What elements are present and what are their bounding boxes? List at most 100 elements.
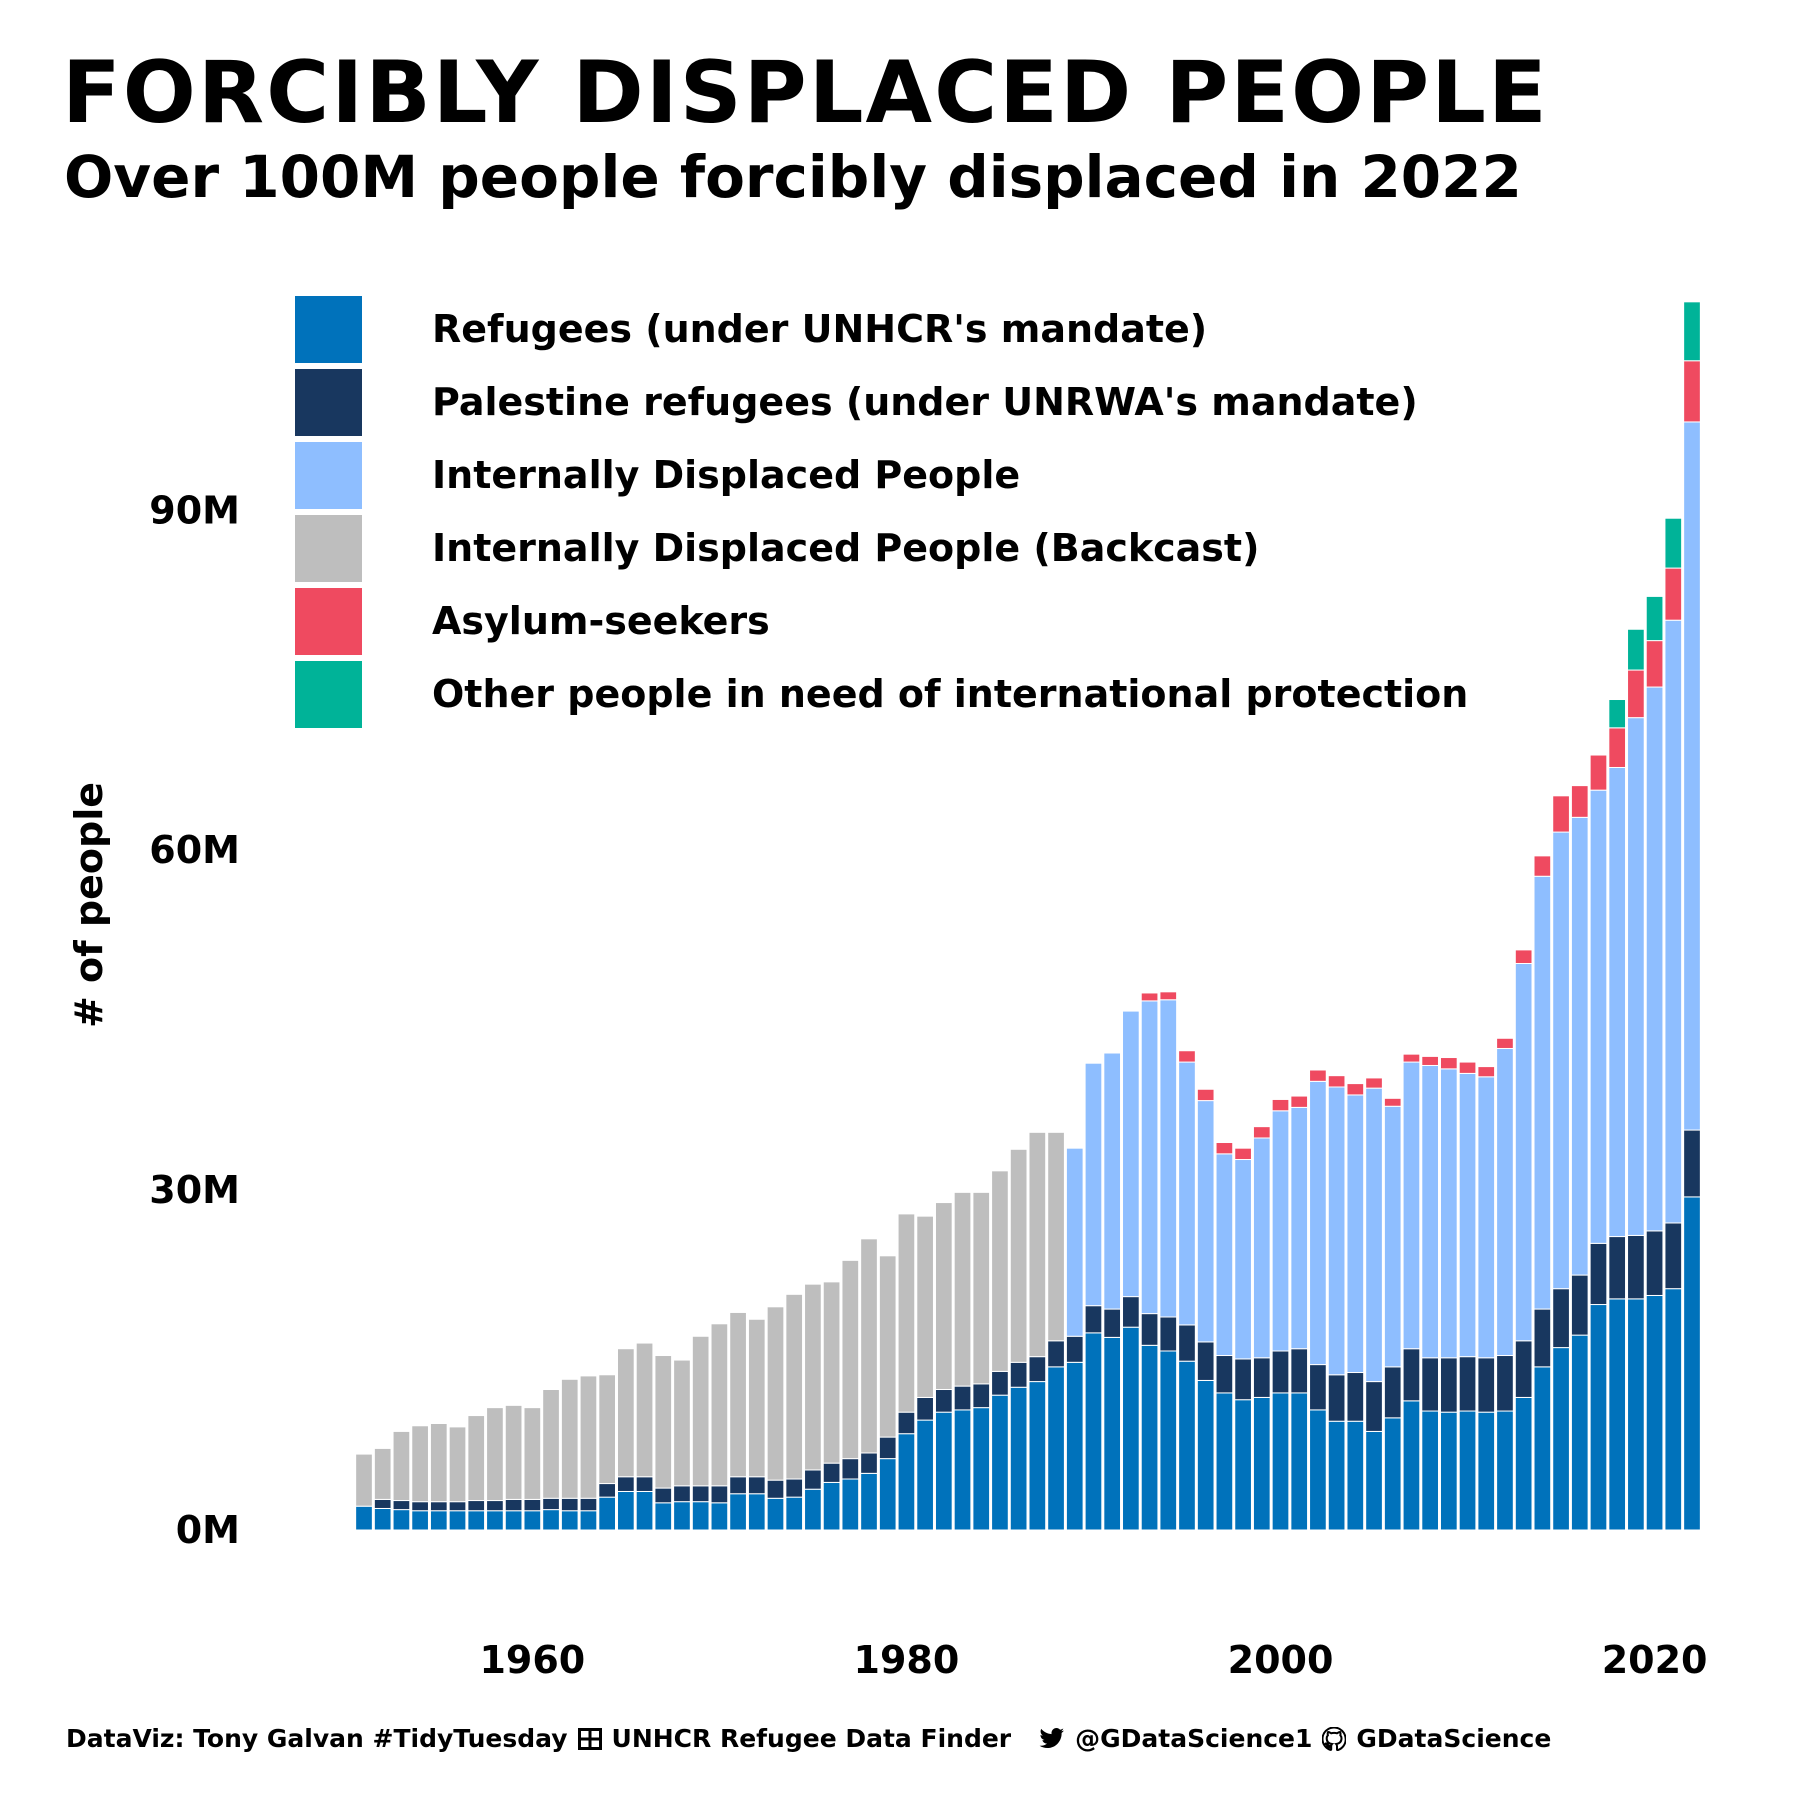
- bar-segment-0-1957: [467, 1510, 486, 1531]
- legend-label: Internally Displaced People (Backcast): [432, 526, 1259, 570]
- bar-segment-1-1992: [1122, 1296, 1140, 1328]
- bar-segment-5-2018: [1608, 699, 1627, 729]
- bar-segment-3-1971: [729, 1311, 747, 1478]
- bars-layer: [355, 301, 1701, 1531]
- bar-segment-2-1994: [1159, 999, 1178, 1318]
- caption-twitter-handle: @GDataScience1: [1075, 1724, 1313, 1753]
- bar-segment-2-2012: [1496, 1047, 1514, 1357]
- bar-segment-1-1952: [373, 1498, 392, 1509]
- bar-segment-2-2013: [1514, 963, 1533, 1342]
- bar-segment-2-1993: [1140, 1000, 1159, 1315]
- bar-segment-1-1953: [392, 1500, 411, 1511]
- bar-segment-1-1997: [1215, 1355, 1234, 1394]
- bar-segment-1-2008: [1421, 1357, 1439, 1412]
- bar-segment-3-1957: [467, 1415, 486, 1502]
- bar-segment-1-1978: [860, 1452, 878, 1474]
- bar-segment-3-1968: [673, 1359, 691, 1487]
- bar-segment-4-1997: [1215, 1142, 1234, 1155]
- table-icon: [577, 1727, 602, 1750]
- bar-segment-0-1978: [860, 1472, 878, 1531]
- bar-segment-1-1974: [785, 1478, 804, 1498]
- bar-segment-5-2021: [1664, 517, 1683, 569]
- bar-segment-2-1996: [1196, 1100, 1215, 1343]
- x-tick-label: 2000: [1228, 1638, 1334, 1682]
- bar-segment-1-2022: [1683, 1129, 1701, 1198]
- bar-segment-3-1963: [579, 1375, 598, 1499]
- bar-segment-4-2002: [1309, 1069, 1327, 1082]
- bar-segment-1-2014: [1533, 1308, 1552, 1368]
- bar-segment-0-1987: [1028, 1381, 1047, 1531]
- bar-segment-1-2018: [1608, 1236, 1627, 1300]
- bar-segment-1-1980: [897, 1411, 916, 1435]
- bar-segment-0-1967: [654, 1502, 673, 1531]
- twitter-bird-icon: [1039, 1727, 1065, 1750]
- bar-segment-1-1984: [972, 1383, 991, 1409]
- bar-segment-0-1988: [1047, 1366, 1065, 1531]
- bar-segment-0-1961: [542, 1509, 560, 1531]
- bar-segment-1-1996: [1196, 1341, 1215, 1381]
- y-axis-label: # of people: [67, 782, 111, 1028]
- bar-segment-0-2005: [1365, 1430, 1383, 1531]
- bar-segment-0-2012: [1496, 1410, 1514, 1531]
- bar-segment-0-1984: [972, 1407, 991, 1531]
- bar-segment-1-1968: [673, 1485, 691, 1503]
- bar-segment-0-1960: [523, 1510, 542, 1531]
- legend-label: Refugees (under UNHCR's mandate): [432, 307, 1207, 351]
- bar-segment-2-1997: [1215, 1153, 1234, 1357]
- bar-segment-0-1977: [841, 1478, 860, 1531]
- bar-segment-0-2016: [1570, 1334, 1589, 1531]
- bar-segment-0-1954: [411, 1510, 429, 1531]
- bar-segment-0-2011: [1477, 1411, 1496, 1531]
- legend-label: Other people in need of international pr…: [432, 672, 1468, 716]
- bar-segment-0-1997: [1215, 1392, 1234, 1531]
- bar-segment-3-1981: [916, 1215, 934, 1398]
- bar-segment-0-1992: [1122, 1326, 1140, 1531]
- bar-segment-0-1986: [1009, 1386, 1028, 1531]
- bar-segment-1-2002: [1309, 1364, 1327, 1411]
- bar-segment-2-2001: [1290, 1106, 1309, 1350]
- bar-segment-1-2011: [1477, 1357, 1496, 1413]
- bar-segment-2-1992: [1122, 1010, 1140, 1298]
- bar-segment-0-1995: [1178, 1360, 1196, 1531]
- bar-segment-4-2010: [1458, 1061, 1477, 1074]
- bar-segment-1-1990: [1084, 1305, 1103, 1334]
- bar-segment-3-1972: [747, 1318, 766, 1478]
- bar-segment-3-1988: [1047, 1131, 1065, 1342]
- bar-segment-0-2020: [1645, 1294, 1664, 1531]
- bar-segment-1-1973: [766, 1479, 785, 1499]
- bar-segment-1-2013: [1514, 1340, 1533, 1398]
- bar-segment-3-1973: [766, 1306, 785, 1481]
- bar-segment-0-1990: [1084, 1332, 1103, 1531]
- bar-segment-3-1960: [523, 1407, 542, 1500]
- bar-segment-1-1961: [542, 1497, 560, 1511]
- bar-segment-2-1995: [1178, 1061, 1196, 1326]
- bar-segment-0-1956: [448, 1510, 467, 1531]
- bar-segment-4-2000: [1271, 1098, 1290, 1112]
- bar-segment-0-1953: [392, 1509, 411, 1531]
- bar-segment-0-2015: [1552, 1347, 1570, 1531]
- bar-segment-4-1996: [1196, 1088, 1215, 1102]
- bar-segment-1-1971: [729, 1476, 747, 1495]
- caption-credit: DataViz: Tony Galvan #TidyTuesday: [66, 1724, 568, 1753]
- bar-segment-1-2009: [1439, 1357, 1458, 1413]
- bar-segment-2-2005: [1365, 1087, 1383, 1383]
- bar-segment-0-2001: [1290, 1392, 1309, 1531]
- bar-segment-1-1981: [916, 1396, 934, 1421]
- bar-segment-1-1976: [822, 1462, 841, 1483]
- bar-segment-2-1999: [1252, 1137, 1271, 1359]
- x-tick-label: 1980: [854, 1638, 960, 1682]
- bar-segment-1-2017: [1589, 1242, 1608, 1306]
- bar-segment-4-2005: [1365, 1077, 1383, 1089]
- bar-segment-4-1998: [1234, 1147, 1252, 1161]
- bar-segment-2-2022: [1683, 421, 1701, 1131]
- bar-segment-1-2016: [1570, 1274, 1589, 1336]
- bar-segment-0-1973: [766, 1497, 785, 1531]
- bar-segment-1-1999: [1252, 1357, 1271, 1398]
- bar-segment-0-1969: [691, 1501, 710, 1531]
- bar-segment-1-2001: [1290, 1348, 1309, 1394]
- bar-segment-0-1998: [1234, 1399, 1252, 1531]
- legend-label: Palestine refugees (under UNRWA's mandat…: [432, 380, 1418, 424]
- bar-segment-0-2008: [1421, 1410, 1439, 1531]
- y-tick-label: 90M: [149, 488, 240, 532]
- bar-segment-4-2012: [1496, 1037, 1514, 1049]
